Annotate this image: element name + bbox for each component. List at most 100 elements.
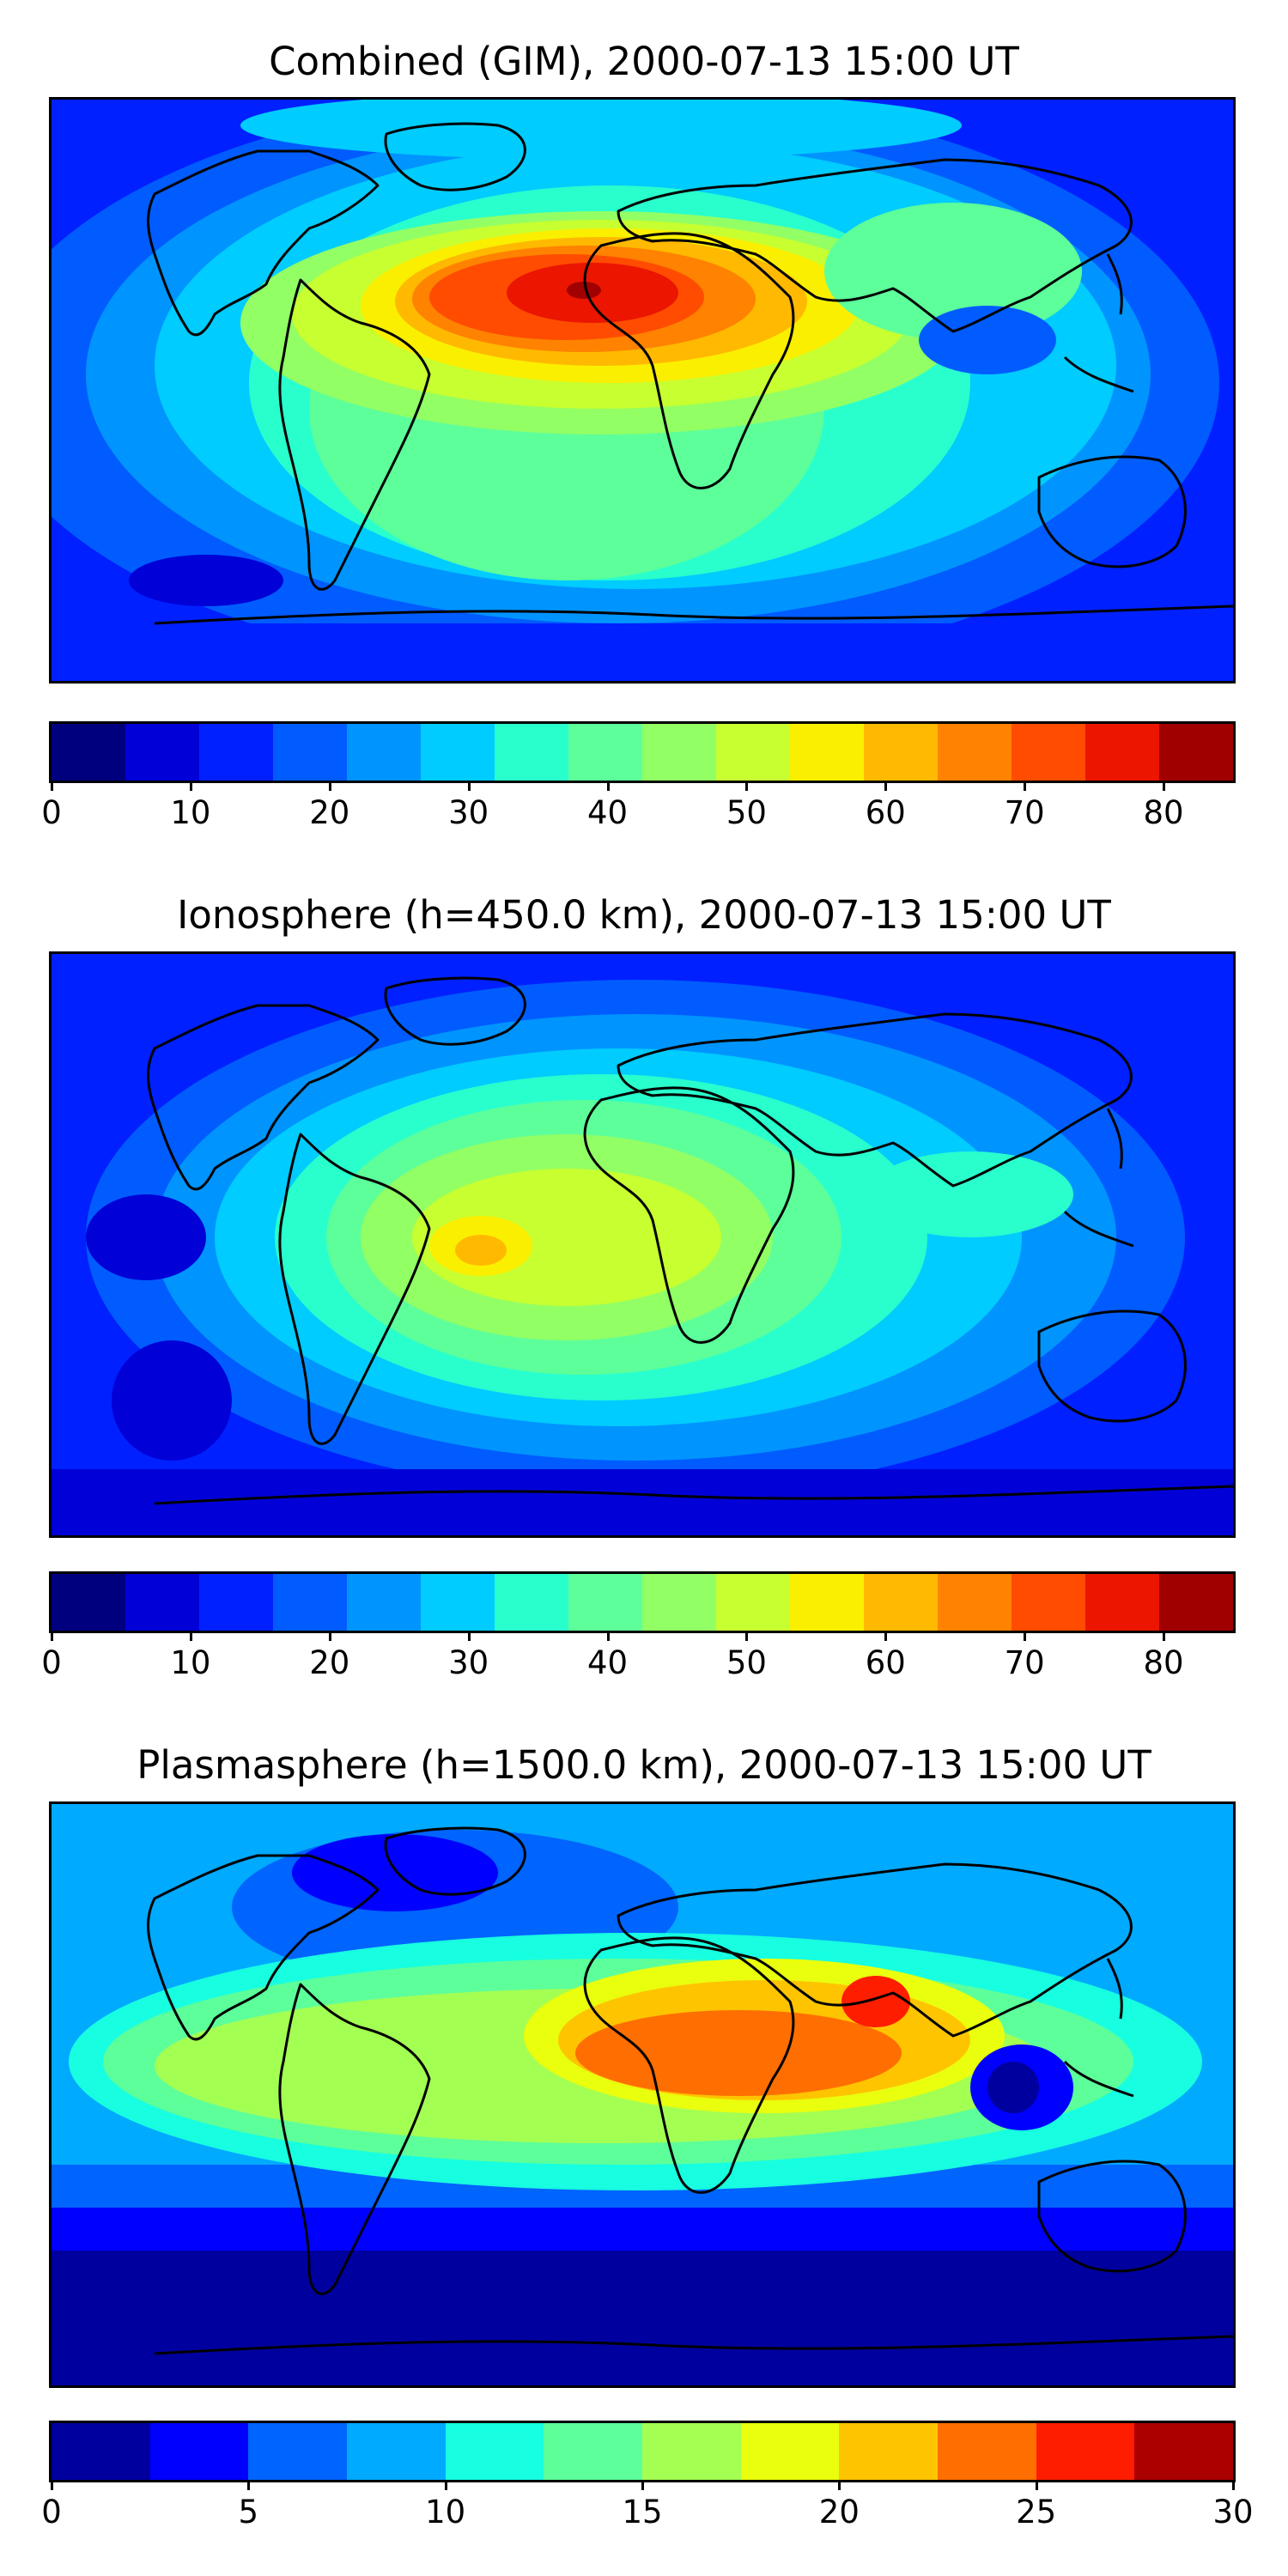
- colorbar-tick: [1163, 781, 1166, 791]
- colorbar-ticks: 0 10 20 30 40 50 60 70 80: [41, 781, 1236, 832]
- colorbar-tick-label: 80: [1143, 1644, 1184, 1681]
- colorbar-segment: [248, 2423, 348, 2480]
- colorbar-segment: [199, 724, 273, 781]
- colorbar-segment: [125, 724, 199, 781]
- colorbar-tick-label: 0: [41, 794, 62, 831]
- colorbar-segment: [273, 724, 347, 781]
- contour-band: [86, 1194, 206, 1280]
- colorbar-tick: [247, 2480, 251, 2490]
- contour-band: [240, 100, 962, 160]
- colorbar-tick-label: 40: [586, 794, 629, 831]
- colorbar-ticks: 0 5 10 15 20 25 30: [41, 2480, 1254, 2531]
- colorbar-tick: [884, 1631, 888, 1641]
- colorbar-segment: [1085, 724, 1159, 781]
- colorbar-tick-label: 50: [726, 794, 767, 831]
- panel-title: Plasmasphere (h=1500.0 km), 2000-07-13 1…: [137, 1742, 1151, 1788]
- colorbar-segment: [347, 724, 421, 781]
- colorbar-segment: [864, 1574, 938, 1631]
- tec-contour-map: [52, 100, 1233, 681]
- colorbar-segment: [495, 724, 568, 781]
- contour-band: [52, 623, 1233, 681]
- contour-band: [112, 1340, 232, 1461]
- colorbar-tick: [51, 1631, 53, 1641]
- colorbar-tick: [444, 2480, 447, 2490]
- colorbar-tick: [884, 781, 888, 791]
- contour-band: [919, 306, 1056, 374]
- colorbar-segment: [839, 2423, 939, 2480]
- colorbar-tick: [328, 1631, 331, 1641]
- colorbar-tick-label: 15: [622, 2494, 663, 2530]
- colorbar-ticks: 0 10 20 30 40 50 60 70 80: [41, 1631, 1236, 1682]
- panel-title: Combined (GIM), 2000-07-13 15:00 UT: [269, 39, 1019, 84]
- colorbar-tick-label: 30: [448, 1644, 489, 1681]
- contour-band: [841, 1976, 910, 2027]
- colorbar-segment: [716, 724, 790, 781]
- colorbar-segment: [1134, 2423, 1233, 2480]
- colorbar-tick: [189, 1631, 192, 1641]
- colorbar-tick: [467, 1631, 471, 1641]
- colorbar-segment: [52, 724, 125, 781]
- tec-map: [49, 1801, 1236, 2388]
- colorbar-segment: [568, 724, 642, 781]
- colorbar-tick-label: 0: [41, 2494, 62, 2530]
- colorbar-segment: [938, 1574, 1012, 1631]
- colorbar-segment: [740, 2423, 840, 2480]
- colorbar-tick: [745, 1631, 749, 1641]
- colorbar-segment: [1159, 724, 1233, 781]
- colorbar-segment: [52, 2423, 150, 2480]
- colorbar-tick-label: 80: [1143, 794, 1184, 831]
- colorbar-tick-label: 30: [448, 794, 489, 831]
- colorbar-tick: [51, 2480, 53, 2490]
- colorbar-tick-label: 30: [1212, 2494, 1254, 2530]
- coastlines: [147, 1826, 1233, 2355]
- colorbar-tick-label: 10: [170, 794, 211, 831]
- colorbar-segment: [421, 724, 495, 781]
- colorbar-tick: [1024, 1631, 1027, 1641]
- colorbar-tick: [328, 781, 331, 791]
- colorbar-segment: [864, 724, 938, 781]
- tec-contour-map: [52, 954, 1233, 1535]
- colorbar-tick-label: 20: [818, 2494, 860, 2530]
- colorbar-segment: [790, 724, 864, 781]
- contour-band: [52, 1469, 1233, 1535]
- colorbar-segment: [421, 1574, 495, 1631]
- tec-map: [49, 951, 1236, 1538]
- colorbar-tick: [745, 781, 749, 791]
- contour-band: [567, 282, 601, 299]
- colorbar-segment: [1012, 724, 1085, 781]
- colorbar-segment: [938, 2423, 1036, 2480]
- colorbar-tick-label: 50: [726, 1644, 767, 1681]
- contour-band: [575, 2010, 902, 2096]
- colorbar-segment: [495, 1574, 568, 1631]
- colorbar-segment: [642, 1574, 716, 1631]
- colorbar-segment: [125, 1574, 199, 1631]
- colorbar-segment: [544, 2423, 643, 2480]
- colorbar-segment: [273, 1574, 347, 1631]
- colorbar-tick-label: 60: [865, 794, 906, 831]
- colorbar-tick: [1163, 1631, 1166, 1641]
- coastlines: [147, 976, 1233, 1505]
- colorbar-tick: [1035, 2480, 1038, 2490]
- coastlines: [147, 122, 1233, 625]
- colorbar-tick: [51, 781, 53, 791]
- colorbar-tick-label: 20: [309, 1644, 350, 1681]
- colorbar-segment: [149, 2423, 249, 2480]
- colorbar-segment: [52, 1574, 125, 1631]
- colorbar-segment: [642, 724, 716, 781]
- colorbar-tick-label: 5: [238, 2494, 259, 2530]
- tec-contour-map: [52, 1804, 1233, 2385]
- colorbar-segment: [1012, 1574, 1085, 1631]
- colorbar-segment: [716, 1574, 790, 1631]
- colorbar-segment: [1036, 2423, 1135, 2480]
- contour-band: [987, 2062, 1039, 2113]
- colorbar-segment: [568, 1574, 642, 1631]
- contour-band: [824, 203, 1082, 340]
- tec-map: [49, 97, 1236, 683]
- colorbar-segment: [445, 2423, 544, 2480]
- colorbar-tick: [189, 781, 192, 791]
- colorbar-tick-label: 40: [586, 1644, 629, 1681]
- colorbar-segment: [642, 2423, 741, 2480]
- colorbar-segment: [1085, 1574, 1159, 1631]
- colorbar: [49, 721, 1236, 783]
- colorbar-segment: [938, 724, 1012, 781]
